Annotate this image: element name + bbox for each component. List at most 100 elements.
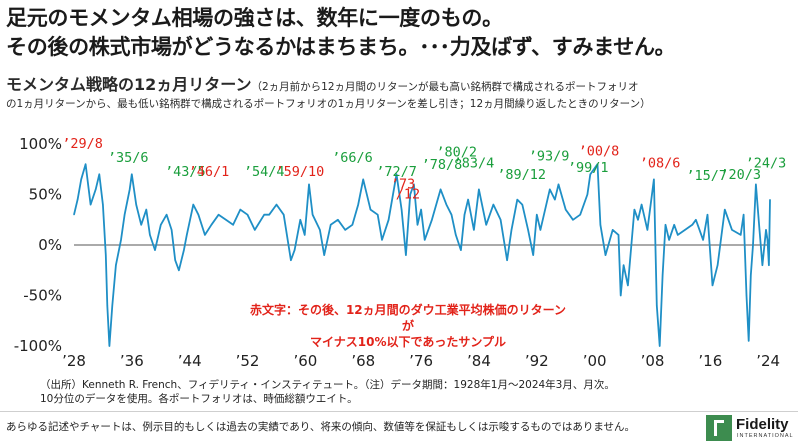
annotation-label: ’66/6 (332, 150, 373, 166)
data-point (627, 284, 629, 286)
x-tick-label: ’52 (236, 352, 260, 370)
headline: 足元のモメンタム相場の強さは、数年に一度のもの。 その後の株式市場がどうなるかは… (6, 4, 796, 62)
data-point (752, 244, 754, 246)
data-point (536, 214, 538, 216)
callout-line-2: マイナス10%以下であったサンプル (309, 335, 506, 349)
annotation-label: ’99/1 (568, 160, 609, 176)
footer-divider (0, 411, 798, 412)
data-point (668, 239, 670, 241)
data-point (664, 224, 667, 226)
data-point (120, 239, 122, 241)
data-point (330, 224, 332, 226)
annotation-label: ’78/8 (422, 157, 463, 173)
data-point (108, 345, 111, 347)
data-point (684, 229, 686, 231)
data-point (377, 214, 379, 216)
data-point (369, 209, 372, 211)
red-label-callout: 赤文字：その後、12ヵ月間のダウ工業平均株価のリターンが マイナス10%以下であ… (248, 302, 568, 350)
data-point (409, 193, 411, 196)
data-point (95, 188, 97, 191)
y-tick-label: 100% (19, 135, 62, 153)
data-point (622, 264, 625, 266)
data-point (160, 224, 162, 226)
x-tick-label: ’76 (409, 352, 433, 370)
data-point (656, 305, 658, 307)
data-point (115, 264, 117, 266)
data-point (186, 234, 188, 236)
data-point (724, 209, 726, 211)
x-tick-label: ’00 (583, 352, 607, 370)
x-tick-label: ’60 (293, 352, 317, 370)
data-point (653, 178, 655, 180)
annotation-label: ’08/6 (640, 156, 681, 172)
data-point (506, 259, 508, 261)
data-point (593, 168, 595, 170)
data-point (135, 204, 137, 206)
x-tick-label: ’92 (525, 352, 549, 370)
data-point (197, 214, 199, 216)
data-point (706, 214, 709, 216)
data-point (554, 198, 556, 201)
chart-note-line-1: （2ヵ月前から12ヵ月間のリターンが最も高い銘柄群で構成されるポートフォリオ (251, 81, 639, 93)
data-point (351, 224, 353, 226)
data-point (357, 204, 359, 206)
x-tick-label: ’28 (62, 352, 86, 370)
x-tick-label: ’44 (178, 352, 202, 370)
x-tick-label: ’68 (351, 352, 375, 370)
data-point (641, 204, 643, 206)
data-point (527, 229, 529, 231)
y-tick-label: 0% (38, 236, 62, 254)
headline-line-1: 足元のモメンタム相場の強さは、数年に一度のもの。 (6, 6, 503, 30)
data-point (218, 214, 220, 216)
x-tick-label: ’16 (698, 352, 722, 370)
data-point (416, 224, 419, 226)
data-point (467, 198, 469, 201)
x-tick-label: ’08 (641, 352, 665, 370)
data-point (510, 229, 513, 231)
annotation-label: ’73 (391, 177, 415, 193)
data-point (80, 178, 82, 180)
data-point (400, 209, 403, 211)
annotation-label: ’89/12 (497, 167, 546, 183)
data-point (192, 204, 194, 206)
data-point (232, 224, 234, 226)
data-point (755, 183, 757, 185)
data-point (174, 259, 176, 261)
data-point (673, 224, 675, 226)
data-point (165, 214, 168, 216)
data-point (124, 214, 126, 216)
data-point (204, 234, 206, 236)
data-point (178, 269, 180, 271)
data-point (90, 204, 92, 206)
data-point (225, 219, 227, 221)
x-tick-label: ’36 (120, 352, 144, 370)
data-point (758, 229, 761, 231)
data-point (131, 173, 133, 175)
data-point (149, 234, 151, 236)
data-point (84, 163, 87, 165)
data-point (129, 188, 131, 191)
data-point (765, 229, 767, 231)
data-point (445, 204, 448, 206)
y-tick-label: -100% (14, 337, 62, 355)
data-point (106, 305, 108, 307)
data-point (637, 219, 639, 221)
data-point (769, 198, 771, 201)
annotation-label: ’80/2 (436, 144, 477, 160)
data-point (405, 254, 407, 256)
data-point (460, 249, 462, 251)
data-point (589, 173, 591, 175)
data-point (102, 204, 104, 206)
data-point (183, 249, 185, 251)
data-point (290, 259, 292, 261)
source-line-1: （出所）Kenneth R. French、フィデリティ・インスティテュート。（… (40, 379, 615, 391)
data-point (659, 345, 661, 347)
source-note: （出所）Kenneth R. French、フィデリティ・インスティテュート。（… (40, 378, 615, 406)
data-point (239, 209, 241, 211)
source-line-2: 10分位のデータを使用。各ポートフォリオは、時価総額ウエイト。 (40, 393, 358, 405)
annotation-label: ’35/6 (108, 150, 149, 166)
data-point (612, 229, 614, 231)
data-point (312, 214, 314, 216)
annotation-label: ’59/10 (276, 164, 325, 180)
data-point (420, 209, 422, 211)
